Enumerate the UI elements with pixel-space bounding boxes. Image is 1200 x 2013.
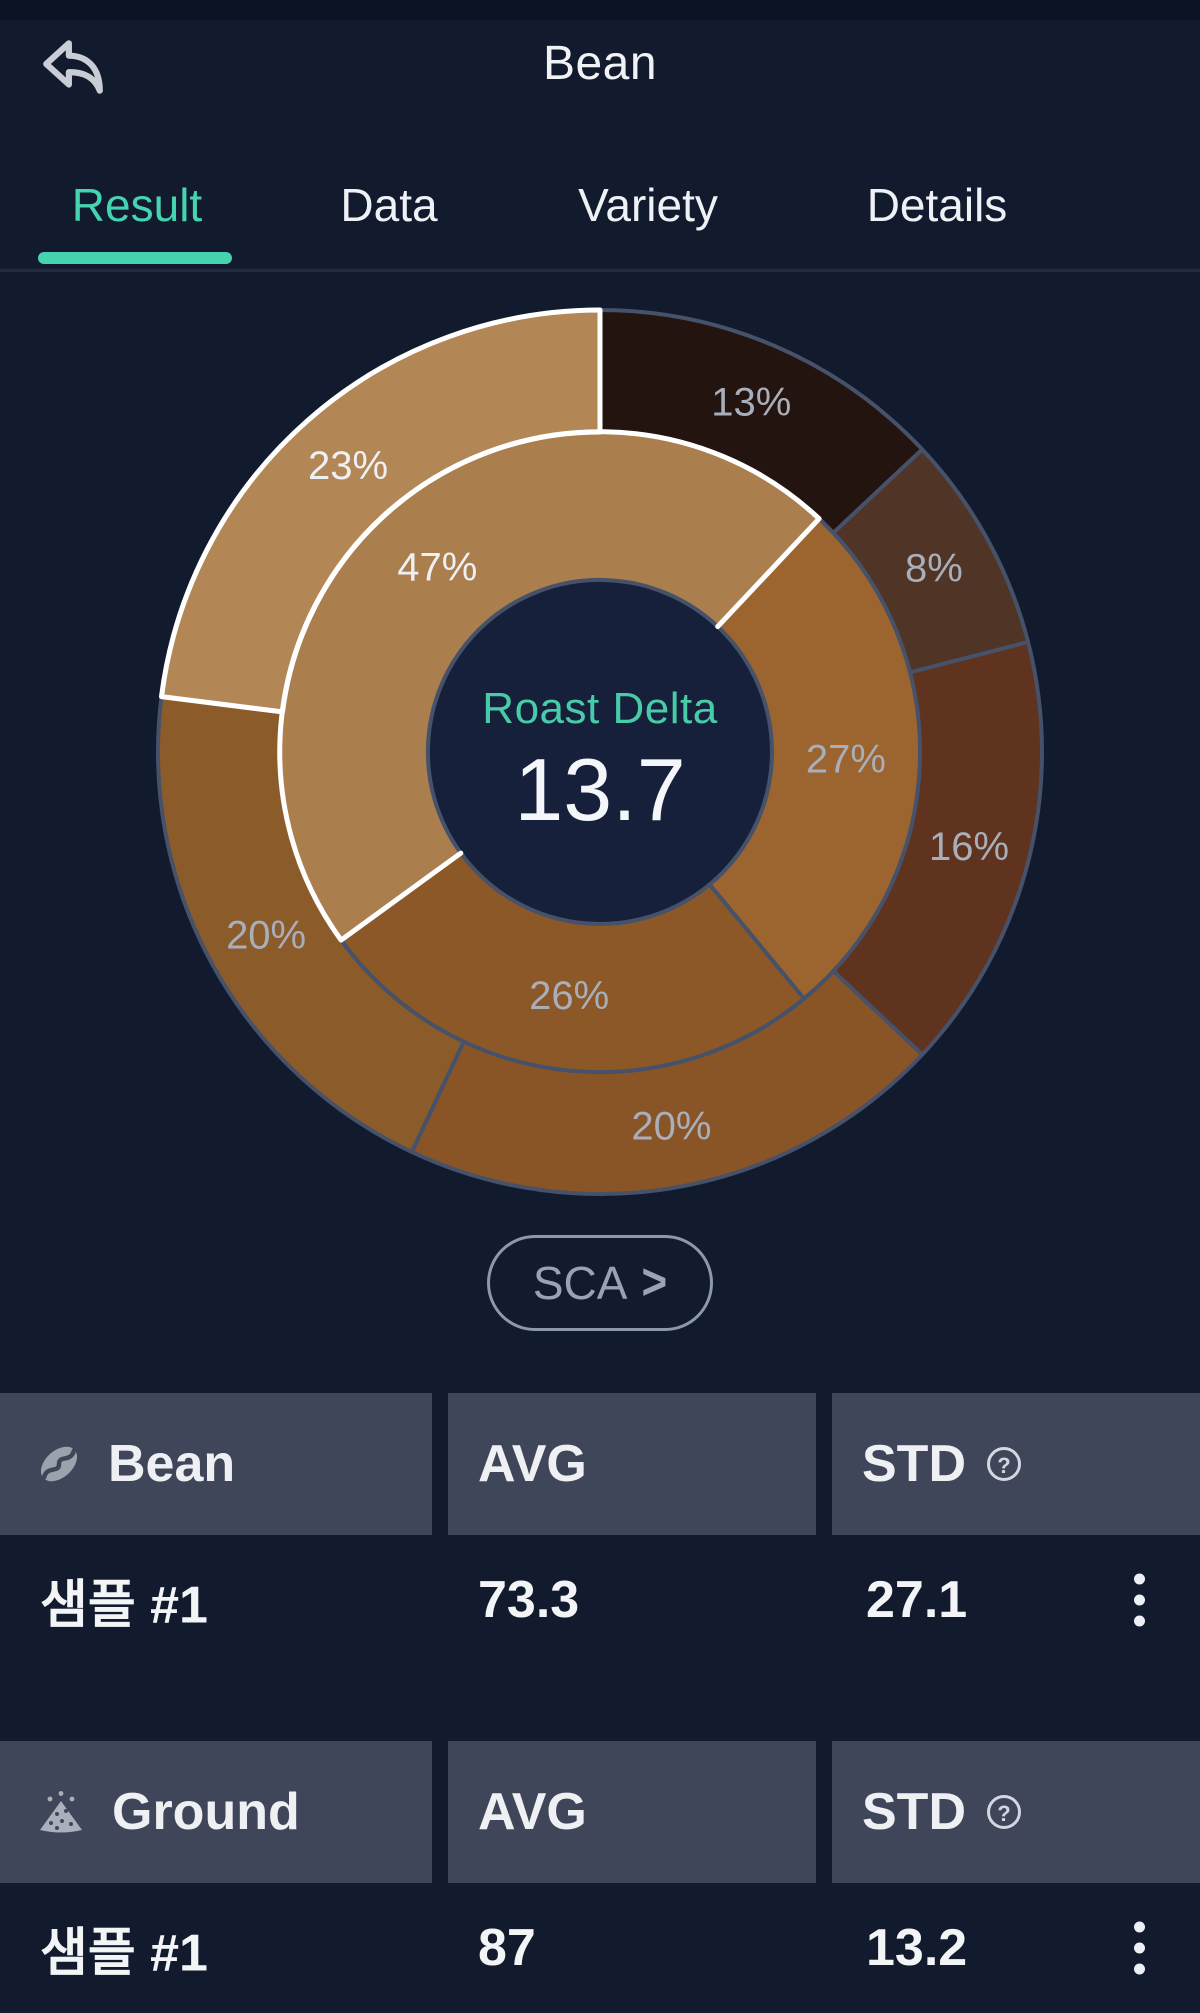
bean-icon: [40, 1446, 78, 1482]
avg-column-header: AVG: [448, 1393, 816, 1535]
donut-segment-label: 20%: [226, 914, 306, 958]
donut-segment-label: 8%: [905, 547, 963, 591]
std-value: 27.1: [866, 1571, 968, 1629]
std-value: 13.2: [866, 1919, 968, 1977]
tab-result[interactable]: Result: [71, 179, 203, 231]
row-menu-button[interactable]: [1128, 1568, 1151, 1633]
row-menu-button[interactable]: [1128, 1916, 1151, 1981]
avg-column-header: AVG: [448, 1741, 816, 1883]
status-strip: [0, 0, 1200, 20]
sample-name: 샘플 #1: [40, 1924, 208, 1983]
ground-section: Ground AVG STD ? 샘플 #1 87 13.2: [0, 1741, 1200, 2013]
chevron-right-icon: >: [641, 1254, 668, 1311]
donut-segment-label: 16%: [929, 825, 1009, 869]
donut-inner-segment-2-highlight-border: [277, 429, 822, 943]
tab-bar: Result Data Variety Details: [0, 178, 1200, 238]
donut-segment-label: 20%: [631, 1104, 711, 1148]
sca-button[interactable]: SCA >: [487, 1235, 713, 1331]
page-title: Bean: [542, 37, 658, 90]
ground-title-cell: Ground: [0, 1741, 432, 1883]
table-row: 샘플 #1 87 13.2: [0, 1883, 1200, 2013]
donut-segment-label: 27%: [806, 738, 886, 782]
roast-donut-chart[interactable]: 13% 8% 16% 20% 20% 23% 27% 26% 47%: [0, 272, 1200, 1232]
table-row: 샘플 #1 73.3 27.1: [0, 1535, 1200, 1665]
bean-title-cell: Bean: [0, 1393, 432, 1535]
section-title: Ground: [112, 1783, 300, 1841]
donut-inner-segment-1[interactable]: [339, 851, 806, 1075]
avg-value: 73.3: [478, 1571, 580, 1629]
ground-icon: [40, 1791, 82, 1833]
help-question-icon[interactable]: ?: [984, 1444, 1024, 1484]
app-header: Bean Result Data Variety Details: [0, 0, 1200, 272]
donut-inner-segment-0[interactable]: [707, 516, 923, 1001]
tab-details[interactable]: Details: [866, 179, 1008, 231]
roast-chart-section: 13% 8% 16% 20% 20% 23% 27% 26% 47% Roast Delta 1…: [0, 272, 1200, 1393]
donut-segment-label: 26%: [529, 974, 609, 1018]
tab-data[interactable]: Data: [340, 179, 438, 231]
section-title: Bean: [108, 1435, 236, 1493]
avg-value: 87: [478, 1919, 536, 1977]
bean-section-header: Bean AVG STD ?: [0, 1393, 1200, 1535]
back-button[interactable]: [38, 34, 108, 100]
svg-text:?: ?: [997, 1453, 1010, 1478]
help-question-icon[interactable]: ?: [984, 1792, 1024, 1832]
sca-button-label: SCA: [532, 1257, 628, 1309]
bean-section: Bean AVG STD ? 샘플 #1 73.3 27.1: [0, 1393, 1200, 1665]
sample-name: 샘플 #1: [40, 1576, 208, 1635]
svg-text:?: ?: [997, 1801, 1010, 1826]
active-tab-underline: [38, 252, 232, 264]
ground-section-header: Ground AVG STD ?: [0, 1741, 1200, 1883]
std-column-header: STD ?: [832, 1393, 1200, 1535]
donut-segment-label: 13%: [711, 380, 791, 424]
tab-variety[interactable]: Variety: [578, 179, 718, 231]
back-arrow-icon: [43, 40, 103, 94]
section-gap: [0, 1665, 1200, 1741]
std-column-header: STD ?: [832, 1741, 1200, 1883]
donut-center-hole: [428, 580, 772, 924]
donut-segment-label: 23%: [308, 444, 388, 488]
donut-segment-label: 47%: [397, 546, 477, 590]
